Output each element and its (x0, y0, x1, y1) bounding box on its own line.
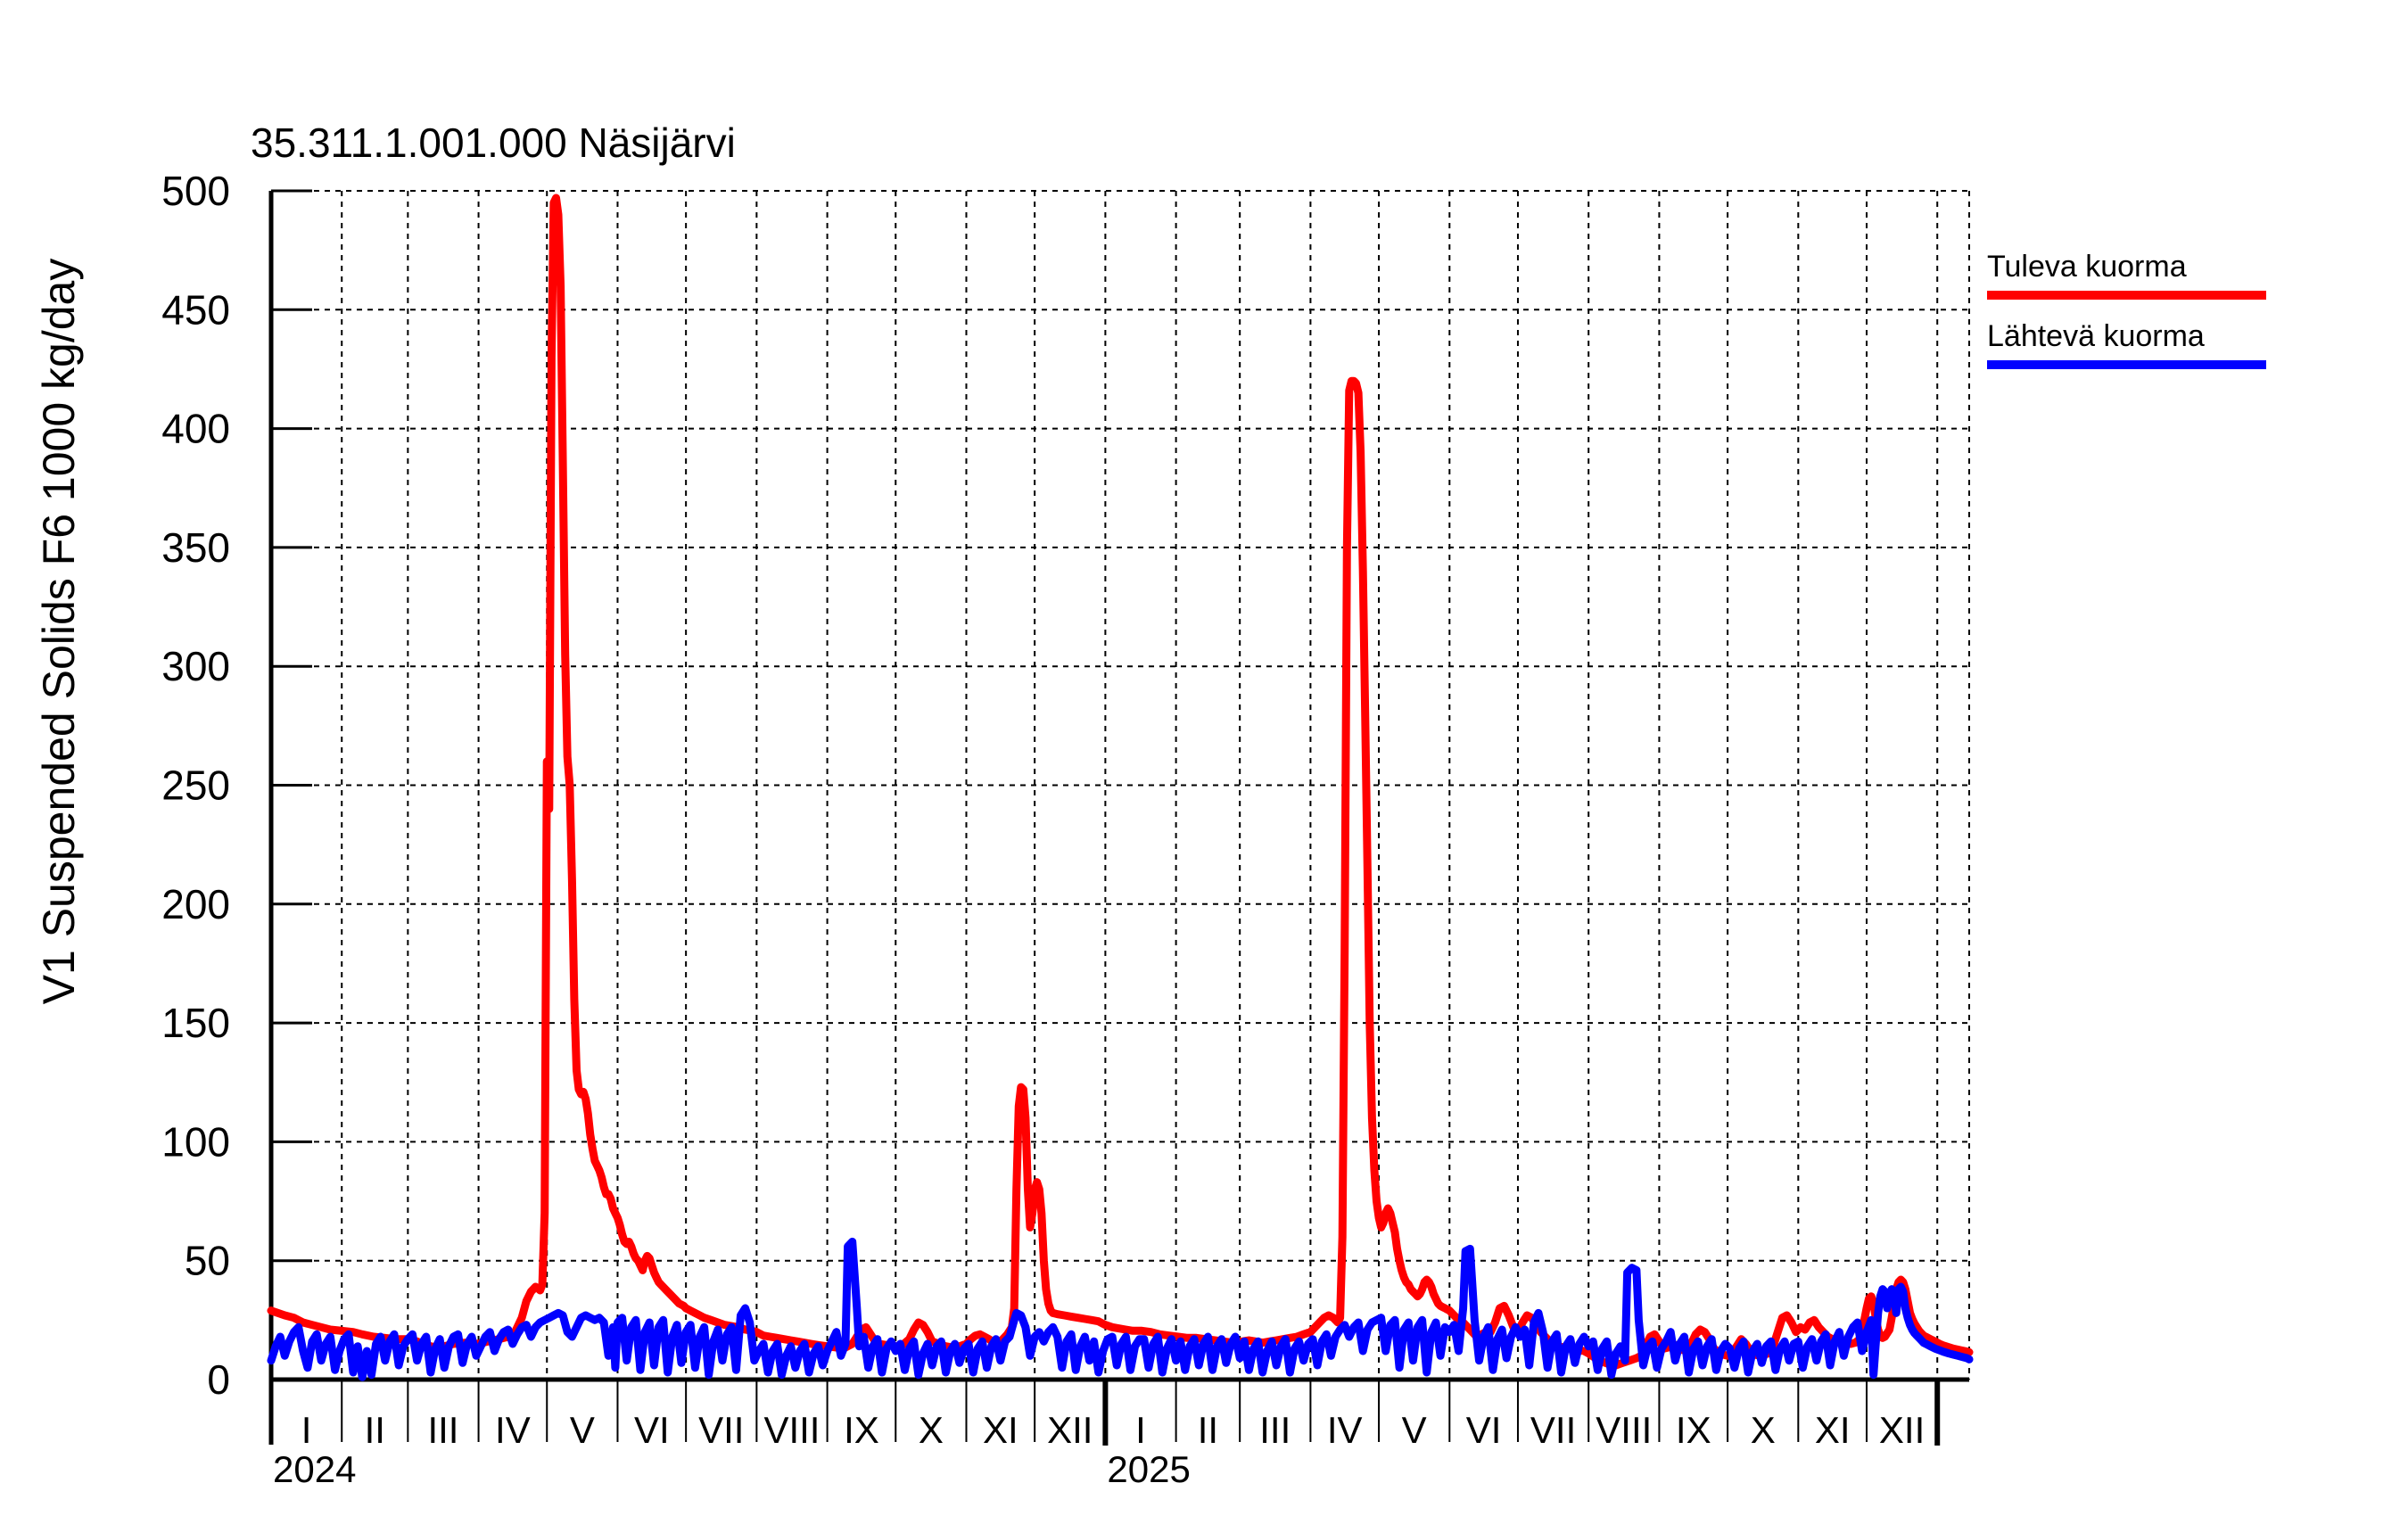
month-label: IX (844, 1409, 879, 1451)
month-label: XII (1047, 1409, 1093, 1451)
month-label: IV (495, 1409, 531, 1451)
y-tick-label: 150 (161, 1000, 230, 1046)
y-tick-label: 50 (185, 1238, 230, 1284)
month-label: V (570, 1409, 595, 1451)
series-line-lahteva-kuorma (267, 1237, 1974, 1381)
month-label: VII (1530, 1409, 1576, 1451)
y-tick-label: 100 (161, 1118, 230, 1165)
year-label: 2025 (1107, 1448, 1190, 1490)
legend-line-lahteva-kuorma (1987, 360, 2266, 369)
y-axis-title: V1 Suspended Solids F6 1000 kg/day (34, 258, 84, 1005)
y-tick-label: 250 (161, 762, 230, 809)
legend-label-tuleva-kuorma: Tuleva kuorma (1987, 250, 2187, 284)
y-tick-label: 500 (161, 168, 230, 214)
y-tick-label: 200 (161, 881, 230, 927)
month-label: VI (634, 1409, 670, 1451)
month-label: II (365, 1409, 385, 1451)
series-line-tuleva-kuorma (267, 194, 1974, 1370)
month-label: I (1135, 1409, 1146, 1451)
month-label: VII (698, 1409, 744, 1451)
month-label: IX (1676, 1409, 1711, 1451)
chart-title: 35.311.1.001.000 Näsijärvi (251, 119, 736, 166)
month-label: I (301, 1409, 312, 1451)
month-label: VIII (1596, 1409, 1652, 1451)
month-label: XI (983, 1409, 1018, 1451)
month-label: XI (1815, 1409, 1851, 1451)
month-label: X (919, 1409, 944, 1451)
legend-label-lahteva-kuorma: Lähtevä kuorma (1987, 319, 2205, 353)
legend: Tuleva kuorma Lähtevä kuorma (1987, 250, 2290, 369)
y-tick-label: 450 (161, 286, 230, 333)
month-label: X (1751, 1409, 1776, 1451)
month-label: V (1402, 1409, 1427, 1451)
month-label: III (427, 1409, 458, 1451)
year-label: 2024 (273, 1448, 356, 1490)
y-tick-label: 0 (207, 1356, 230, 1403)
month-label: VIII (763, 1409, 820, 1451)
month-label: VI (1466, 1409, 1502, 1451)
month-label: III (1259, 1409, 1291, 1451)
y-tick-label: 400 (161, 406, 230, 452)
month-label: II (1198, 1409, 1218, 1451)
y-tick-label: 350 (161, 524, 230, 571)
month-label: XII (1879, 1409, 1925, 1451)
month-label: IV (1327, 1409, 1363, 1451)
legend-line-tuleva-kuorma (1987, 291, 2266, 300)
y-tick-label: 300 (161, 643, 230, 689)
